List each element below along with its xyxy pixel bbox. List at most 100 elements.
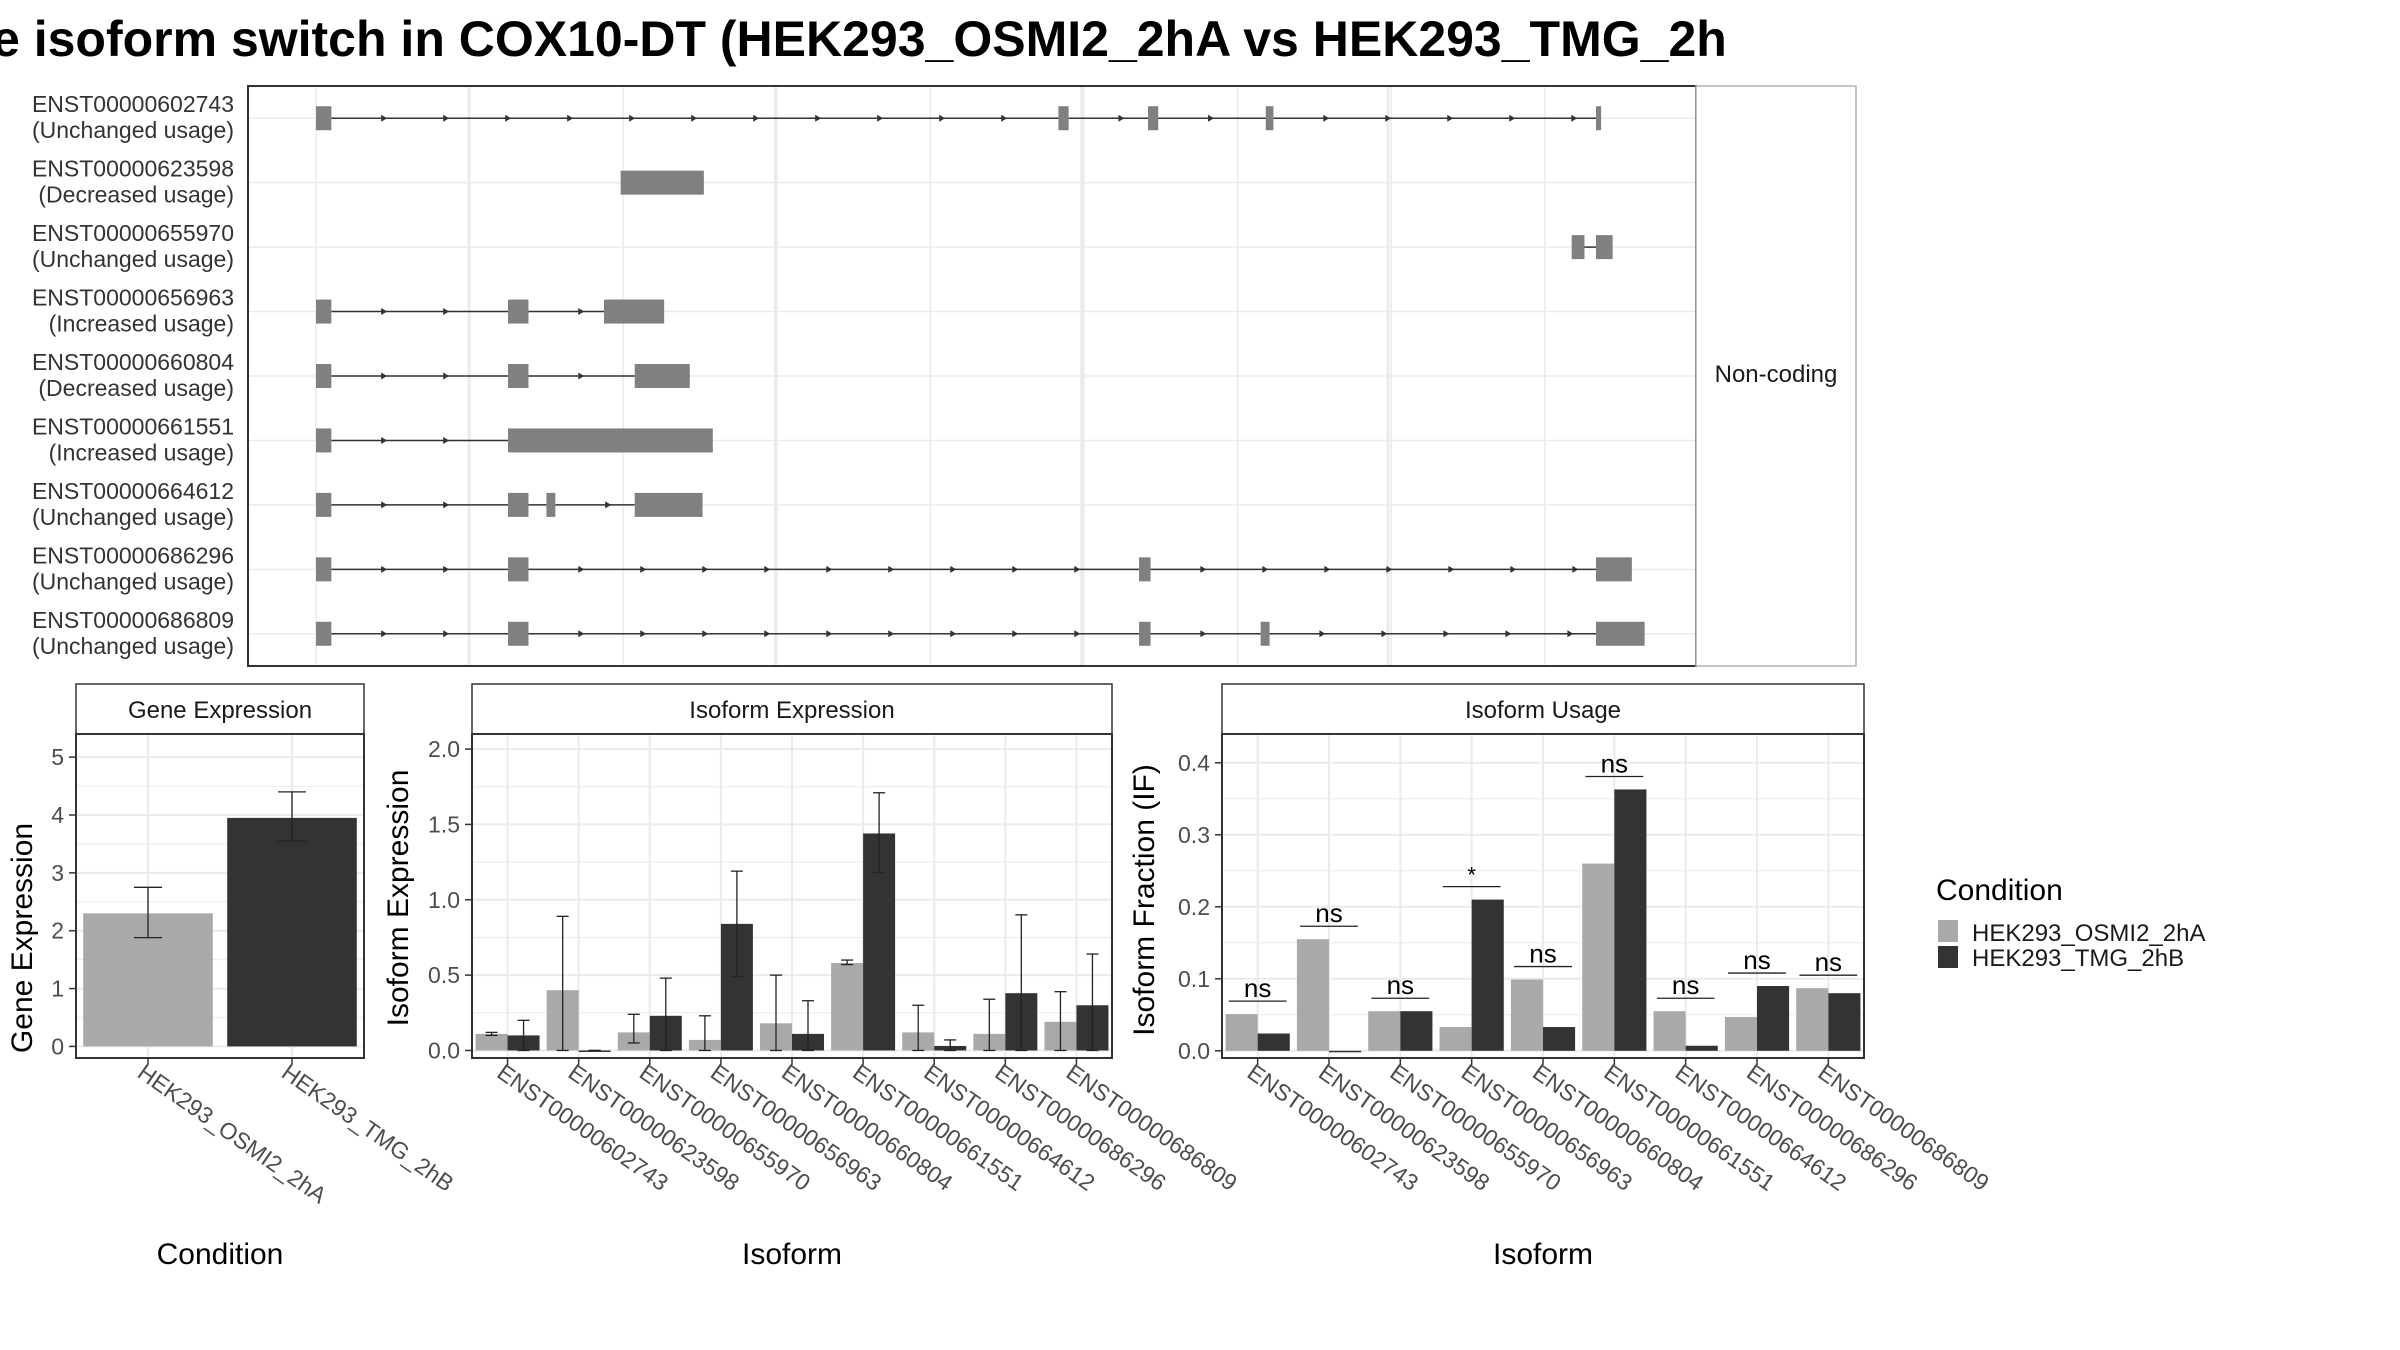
intron-arrow <box>1447 114 1454 122</box>
isoform-expression-xlabel: Isoform <box>742 1238 842 1271</box>
bar <box>1653 1011 1686 1051</box>
intron-arrow <box>1385 114 1392 122</box>
bar <box>831 963 864 1051</box>
intron-arrow <box>1012 630 1019 638</box>
intron-arrow <box>1262 565 1269 573</box>
intron-arrow <box>877 114 884 122</box>
isoform-track <box>316 428 713 453</box>
structure-rows <box>316 106 1645 646</box>
intron-arrow <box>381 114 388 122</box>
intron-arrow <box>1505 630 1512 638</box>
y-tick-label: 0.1 <box>1178 966 1210 992</box>
intron-arrow <box>1200 565 1207 573</box>
bar <box>475 1033 508 1051</box>
isoform-usage-label: (Unchanged usage) <box>32 633 234 659</box>
intron-arrow <box>629 114 636 122</box>
y-tick-label: 0.5 <box>428 962 460 988</box>
intron-arrow <box>1509 114 1516 122</box>
y-tick-label: 3 <box>51 860 64 886</box>
y-tick-label: 0.3 <box>1178 822 1210 848</box>
exon-block <box>508 557 529 582</box>
isoform-usage-label: (Decreased usage) <box>38 375 234 401</box>
exon-block <box>604 299 665 324</box>
exon-block <box>1596 621 1645 646</box>
intron-arrow <box>505 114 512 122</box>
y-tick-label: 1.5 <box>428 811 460 837</box>
intron-arrow <box>443 308 450 316</box>
intron-arrow <box>1118 114 1125 122</box>
bar <box>1510 979 1543 1051</box>
isoform-id-label: ENST00000623598 <box>32 156 234 182</box>
isoform-track <box>620 170 704 195</box>
isoform-usage-xlabel: Isoform <box>1493 1238 1593 1271</box>
exon-block <box>316 621 332 646</box>
figure-title: e isoform switch in COX10-DT (HEK293_OSM… <box>0 11 1727 67</box>
bar <box>1582 863 1615 1051</box>
exon-block <box>508 621 529 646</box>
intron-arrow <box>1381 630 1388 638</box>
isoform-id-label: ENST00000656963 <box>32 285 234 311</box>
significance-label: ns <box>1387 970 1414 1000</box>
exon-block <box>620 170 704 195</box>
isoform-usage-strip-title: Isoform Usage <box>1465 697 1621 724</box>
isoform-expression-plot: 0.00.51.01.52.0ENST00000602743ENST000006… <box>428 733 1242 1196</box>
intron-arrow <box>815 114 822 122</box>
structure-facet-strip <box>1695 85 1857 667</box>
intron-arrow <box>640 565 647 573</box>
exon-block <box>316 492 332 517</box>
exon-block <box>634 492 703 517</box>
isoform-expression-strip-title: Isoform Expression <box>689 697 894 724</box>
intron-arrow <box>888 630 895 638</box>
intron-arrow <box>1012 565 1019 573</box>
exon-block <box>316 364 332 388</box>
condition-legend: Condition HEK293_OSMI2_2hA HEK293_TMG_2h… <box>1936 874 2205 972</box>
isoform-usage-label: (Increased usage) <box>49 439 234 465</box>
exon-block <box>316 106 332 131</box>
intron-arrow <box>1208 114 1215 122</box>
bar <box>1296 939 1329 1051</box>
legend-title: Condition <box>1936 874 2063 907</box>
legend-item-tmg: HEK293_TMG_2hB <box>1972 945 2184 972</box>
intron-arrow <box>381 501 388 509</box>
intron-arrow <box>381 372 388 380</box>
intron-arrow <box>1571 114 1578 122</box>
intron-arrow <box>443 565 450 573</box>
isoform-usage-label: (Unchanged usage) <box>32 568 234 594</box>
bar <box>1471 899 1504 1051</box>
significance-label: ns <box>1815 947 1842 977</box>
intron-arrow <box>764 565 771 573</box>
isoform-usage-ylabel: Isoform Fraction (IF) <box>1128 764 1161 1036</box>
bar <box>1724 1016 1757 1051</box>
intron-arrow <box>640 630 647 638</box>
exon-block <box>1596 557 1632 582</box>
significance-label: ns <box>1315 898 1342 928</box>
intron-arrow <box>753 114 760 122</box>
intron-arrow <box>1074 565 1081 573</box>
exon-block <box>1596 235 1613 260</box>
y-tick-label: 4 <box>51 802 64 828</box>
gene-expression-xlabel: Condition <box>157 1238 284 1271</box>
structure-facet-label: Non-coding <box>1715 361 1838 388</box>
exon-block <box>508 492 529 517</box>
intron-arrow <box>826 630 833 638</box>
legend-swatch-osmi2 <box>1938 920 1958 942</box>
isoform-id-label: ENST00000661551 <box>32 413 234 439</box>
exon-block <box>508 299 529 324</box>
exon-block <box>1058 106 1069 131</box>
gene-expression-strip-title: Gene Expression <box>128 697 312 724</box>
gene-expression-strip <box>75 683 365 735</box>
isoform-expression-panel: Isoform Expression 0.00.51.01.52.0ENST00… <box>382 683 1242 1271</box>
intron-arrow <box>888 565 895 573</box>
intron-arrow <box>702 565 709 573</box>
isoform-usage-label: (Unchanged usage) <box>32 117 234 143</box>
bar <box>578 1050 611 1052</box>
intron-arrow <box>702 630 709 638</box>
y-tick-label: 1.0 <box>428 887 460 913</box>
y-tick-label: 2 <box>51 918 64 944</box>
bar <box>1796 988 1829 1051</box>
exon-block <box>634 364 690 388</box>
intron-arrow <box>578 308 585 316</box>
intron-arrow <box>1448 565 1455 573</box>
